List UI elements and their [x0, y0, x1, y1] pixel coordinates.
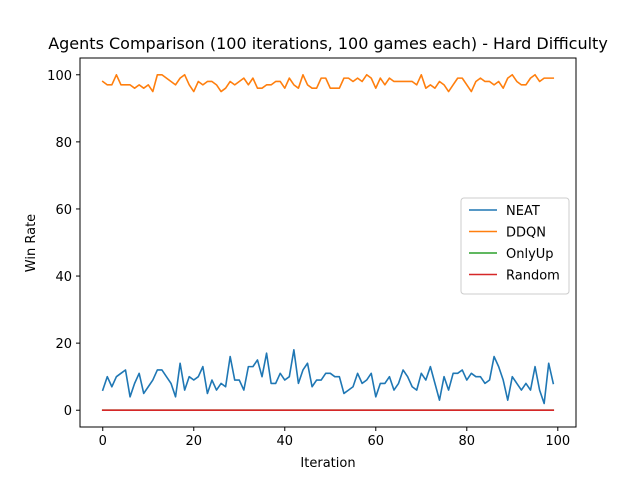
series-line-neat [101, 349, 555, 405]
x-tick-label: 100 [545, 434, 570, 449]
chart-title: Agents Comparison (100 iterations, 100 g… [48, 34, 608, 53]
axes: 0 20 40 60 80 100 0 20 40 60 80 100 [47, 57, 577, 449]
x-tick-label: 0 [99, 434, 107, 449]
legend-box [460, 197, 570, 295]
y-tick-label: 40 [55, 270, 72, 285]
x-tick-label: 40 [276, 434, 293, 449]
series-line-ddqn [101, 73, 555, 93]
y-tick-label: 60 [55, 203, 72, 218]
legend: NEAT DDQN OnlyUp Random [460, 197, 570, 295]
y-tick-label: 100 [47, 69, 72, 84]
legend-label-ddqn: DDQN [506, 226, 546, 241]
x-tick-label: 60 [368, 434, 385, 449]
y-tick-label: 0 [64, 404, 72, 419]
legend-label-onlyup: OnlyUp [506, 247, 554, 262]
y-axis-label: Win Rate [24, 214, 39, 272]
plot-lines [101, 73, 555, 412]
plot-frame [79, 57, 577, 428]
x-tick-label: 80 [459, 434, 476, 449]
y-tick-label: 20 [55, 337, 72, 352]
legend-label-random: Random [506, 269, 560, 284]
x-axis-label: Iteration [300, 456, 355, 471]
y-tick-label: 80 [55, 136, 72, 151]
x-tick-label: 20 [185, 434, 202, 449]
legend-label-neat: NEAT [506, 204, 540, 219]
